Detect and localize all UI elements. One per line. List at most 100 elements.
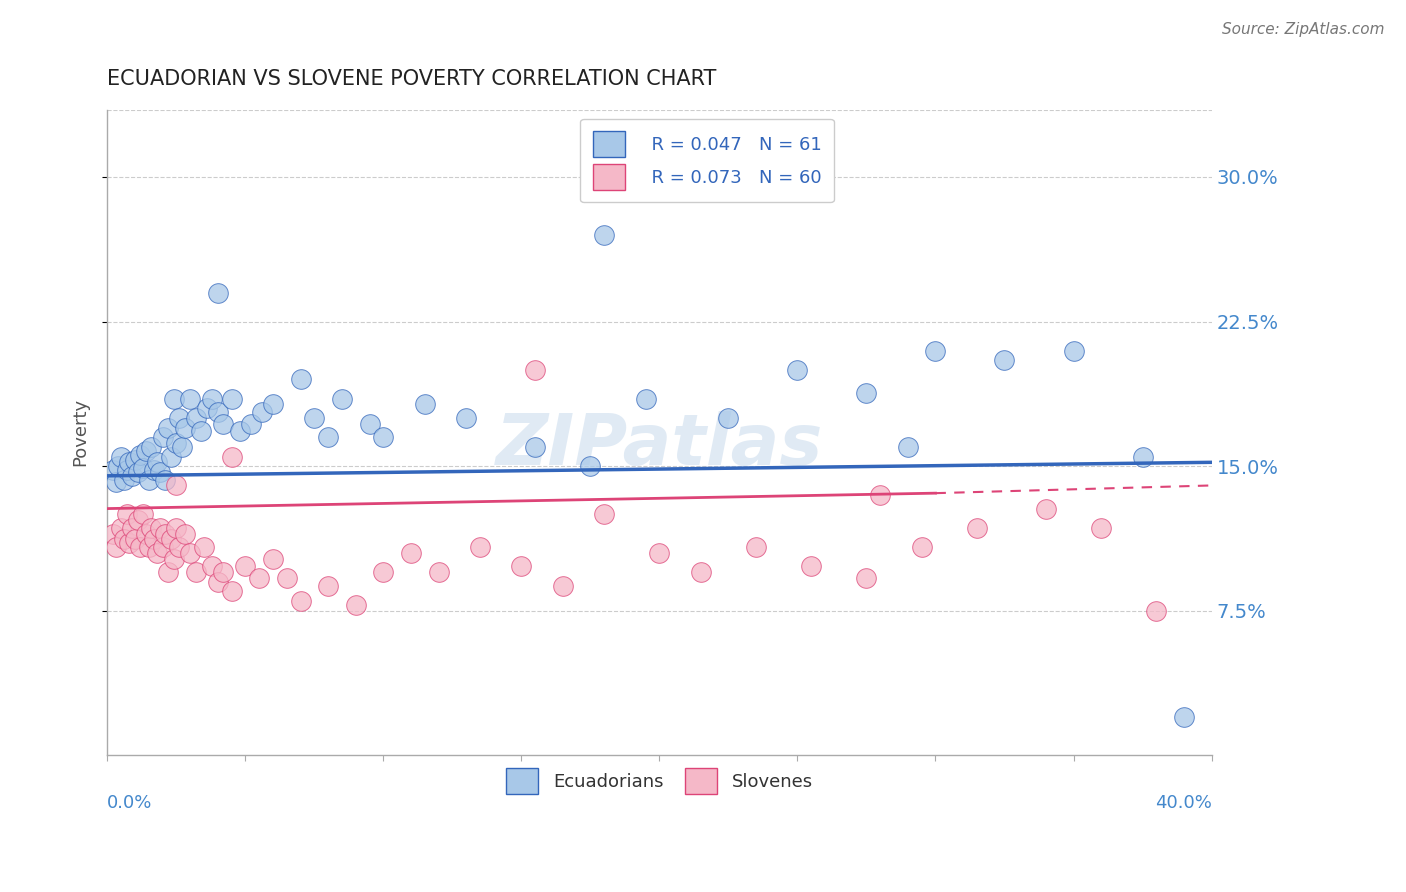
Point bbox=[110, 450, 132, 464]
Point bbox=[170, 440, 193, 454]
Point bbox=[316, 430, 339, 444]
Point bbox=[330, 392, 353, 406]
Point bbox=[304, 411, 326, 425]
Point bbox=[373, 565, 395, 579]
Point bbox=[468, 540, 491, 554]
Point bbox=[855, 571, 877, 585]
Point bbox=[101, 526, 124, 541]
Point bbox=[162, 392, 184, 406]
Point bbox=[869, 488, 891, 502]
Point bbox=[966, 521, 988, 535]
Point bbox=[184, 565, 207, 579]
Point bbox=[132, 508, 155, 522]
Point bbox=[201, 559, 224, 574]
Point bbox=[717, 411, 740, 425]
Point bbox=[193, 540, 215, 554]
Point bbox=[127, 513, 149, 527]
Point bbox=[165, 436, 187, 450]
Point bbox=[316, 579, 339, 593]
Y-axis label: Poverty: Poverty bbox=[72, 399, 89, 467]
Point bbox=[207, 574, 229, 589]
Point bbox=[212, 417, 235, 431]
Point bbox=[1035, 501, 1057, 516]
Point bbox=[138, 540, 160, 554]
Point bbox=[167, 540, 190, 554]
Point bbox=[143, 533, 166, 547]
Point bbox=[157, 420, 180, 434]
Point bbox=[115, 508, 138, 522]
Point bbox=[129, 540, 152, 554]
Point bbox=[121, 521, 143, 535]
Point bbox=[993, 353, 1015, 368]
Point bbox=[179, 392, 201, 406]
Point bbox=[149, 521, 172, 535]
Point bbox=[179, 546, 201, 560]
Point bbox=[155, 473, 177, 487]
Point bbox=[201, 392, 224, 406]
Point bbox=[359, 417, 381, 431]
Point bbox=[229, 425, 252, 439]
Point bbox=[593, 508, 616, 522]
Point bbox=[373, 430, 395, 444]
Point bbox=[221, 584, 243, 599]
Point bbox=[135, 526, 157, 541]
Point bbox=[129, 448, 152, 462]
Point bbox=[262, 397, 284, 411]
Point bbox=[524, 440, 547, 454]
Point bbox=[212, 565, 235, 579]
Point bbox=[190, 425, 212, 439]
Point bbox=[247, 571, 270, 585]
Point bbox=[167, 411, 190, 425]
Point bbox=[110, 521, 132, 535]
Point bbox=[146, 546, 169, 560]
Point bbox=[800, 559, 823, 574]
Point bbox=[173, 526, 195, 541]
Point bbox=[124, 533, 146, 547]
Point bbox=[152, 430, 174, 444]
Point bbox=[1090, 521, 1112, 535]
Point bbox=[524, 363, 547, 377]
Point bbox=[162, 551, 184, 566]
Point bbox=[413, 397, 436, 411]
Point bbox=[157, 565, 180, 579]
Point bbox=[159, 533, 181, 547]
Point bbox=[239, 417, 262, 431]
Point bbox=[276, 571, 298, 585]
Point bbox=[165, 521, 187, 535]
Point bbox=[551, 579, 574, 593]
Point bbox=[101, 463, 124, 477]
Point bbox=[195, 401, 218, 416]
Point bbox=[745, 540, 768, 554]
Point bbox=[290, 372, 312, 386]
Point bbox=[689, 565, 711, 579]
Point bbox=[634, 392, 657, 406]
Point bbox=[855, 385, 877, 400]
Point bbox=[165, 478, 187, 492]
Point bbox=[124, 453, 146, 467]
Text: 40.0%: 40.0% bbox=[1154, 794, 1212, 812]
Point bbox=[207, 285, 229, 300]
Point bbox=[132, 461, 155, 475]
Point bbox=[221, 392, 243, 406]
Point bbox=[159, 450, 181, 464]
Point bbox=[262, 551, 284, 566]
Point bbox=[107, 459, 129, 474]
Point bbox=[115, 463, 138, 477]
Point bbox=[138, 473, 160, 487]
Point bbox=[924, 343, 946, 358]
Point bbox=[1173, 710, 1195, 724]
Point bbox=[184, 411, 207, 425]
Point bbox=[1063, 343, 1085, 358]
Point bbox=[1144, 604, 1167, 618]
Point bbox=[104, 540, 127, 554]
Point bbox=[112, 533, 135, 547]
Point bbox=[648, 546, 671, 560]
Point bbox=[399, 546, 422, 560]
Point bbox=[143, 463, 166, 477]
Point bbox=[221, 450, 243, 464]
Point bbox=[1132, 450, 1154, 464]
Point bbox=[112, 473, 135, 487]
Point bbox=[146, 455, 169, 469]
Point bbox=[121, 468, 143, 483]
Point bbox=[155, 526, 177, 541]
